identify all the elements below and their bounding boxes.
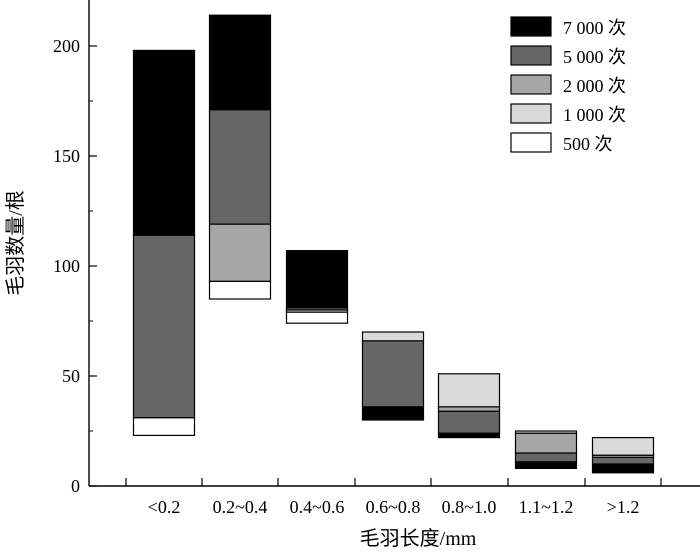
bar-segment [514, 461, 578, 469]
legend: 7 000 次 5 000 次 2 000 次 1 000 次 500 次 [510, 16, 626, 154]
y-tick-label: 0 [71, 476, 80, 496]
bar-segment [437, 432, 501, 439]
y-tick-label: 200 [53, 36, 80, 56]
bar-segment [361, 331, 425, 342]
tick-labels: 0 50 100 150 200 <0.2 0.2~0.4 0.4~0.6 0.6~0.8 0.8… [53, 36, 662, 517]
y-tick-label: 50 [62, 366, 80, 386]
bar-group [132, 14, 655, 474]
x-tick-label: 0.8~1.0 [442, 497, 497, 517]
legend-label: 500 次 [563, 134, 613, 154]
legend-swatch [510, 45, 552, 66]
x-tick-label: 0.6~0.8 [366, 497, 421, 517]
bar-segment [208, 223, 272, 282]
legend-label: 2 000 次 [563, 76, 626, 96]
bar-segment [591, 456, 655, 465]
bar-segment [437, 410, 501, 434]
x-tick-label: >1.2 [607, 497, 640, 517]
legend-swatch [510, 16, 552, 37]
bar-segment [208, 109, 272, 225]
bar-segment [208, 280, 272, 300]
y-axis-title: 毛羽数量/根 [4, 190, 27, 296]
bar-segment [514, 432, 578, 454]
x-tick-label: 0.4~0.6 [290, 497, 345, 517]
bar-segment [591, 463, 655, 474]
bar-segment [514, 452, 578, 463]
bar-segment [437, 406, 501, 412]
x-tick-label: 1.1~1.2 [519, 497, 574, 517]
x-axis-title: 毛羽长度/mm [360, 527, 477, 550]
bar-segment [285, 311, 349, 324]
bar-segment [361, 340, 425, 408]
bar-segment [437, 373, 501, 408]
x-tick-label: <0.2 [148, 497, 181, 517]
bar-segment [208, 14, 272, 111]
x-tick-label: 0.2~0.4 [213, 497, 268, 517]
y-tick-label: 100 [53, 256, 80, 276]
legend-label: 7 000 次 [563, 18, 626, 38]
bar-segment [132, 49, 196, 236]
bar-segment [361, 406, 425, 421]
bar-segment [285, 250, 349, 309]
bar-segment [514, 430, 578, 434]
bar-segment [132, 417, 196, 436]
axes [88, 0, 700, 487]
bar-segment [132, 234, 196, 419]
legend-label: 5 000 次 [563, 47, 626, 67]
y-tick-label: 150 [53, 146, 80, 166]
legend-label: 1 000 次 [563, 105, 626, 125]
bar-segment [591, 437, 655, 456]
legend-swatch [510, 74, 552, 95]
legend-swatch [510, 103, 552, 124]
legend-swatch [510, 132, 552, 153]
